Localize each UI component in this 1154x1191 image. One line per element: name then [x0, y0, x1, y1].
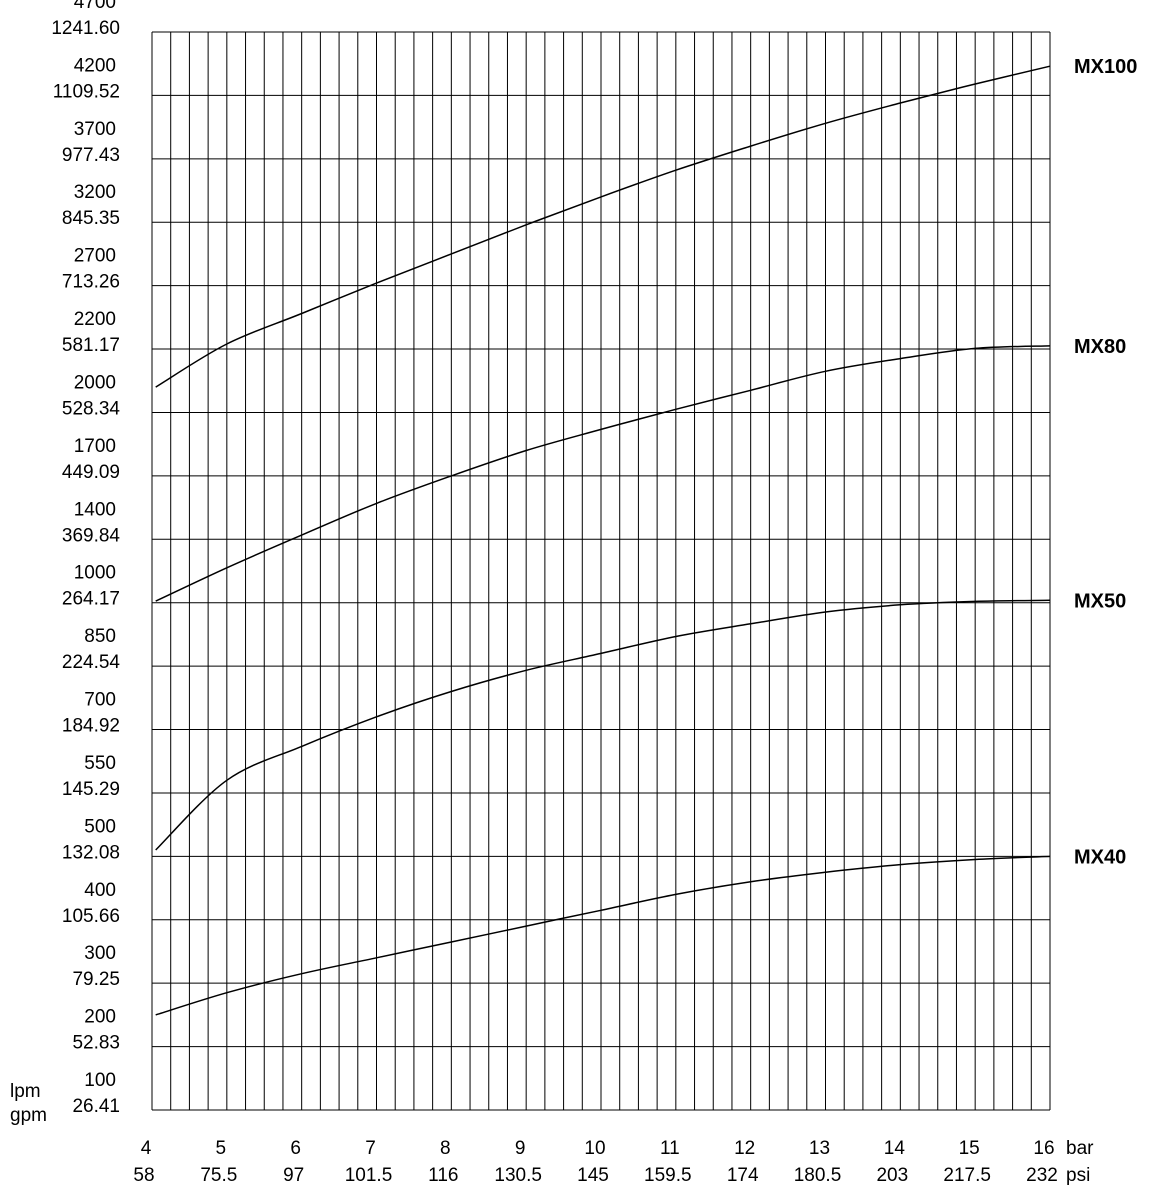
series-label-mx50: MX50	[1074, 590, 1126, 612]
y-tick-label-gpm: 145.29	[62, 779, 120, 800]
x-tick-label-bar: 16	[1033, 1138, 1054, 1159]
curves	[155, 65, 1051, 1016]
x-unit-secondary: psi	[1066, 1165, 1090, 1186]
y-tick-label-lpm: 850	[84, 626, 116, 647]
y-tick-label-lpm: 1000	[74, 563, 116, 584]
x-tick-label-psi: 174	[727, 1165, 759, 1186]
y-unit-secondary: gpm	[10, 1105, 47, 1126]
series-line-mx80	[155, 345, 1051, 602]
y-tick-label-lpm: 550	[84, 753, 116, 774]
x-unit-primary: bar	[1066, 1138, 1094, 1159]
y-tick-label-lpm: 2700	[74, 246, 116, 267]
series-line-mx50	[155, 599, 1051, 851]
y-tick-label-lpm: 3200	[74, 182, 116, 203]
x-tick-label-psi: 101.5	[345, 1165, 393, 1186]
y-tick-label-lpm: 2200	[74, 309, 116, 330]
y-tick-label-gpm: 713.26	[62, 272, 120, 293]
y-tick-label-lpm: 1700	[74, 436, 116, 457]
x-tick-label-bar: 13	[809, 1138, 830, 1159]
y-tick-label-gpm: 1109.52	[53, 81, 120, 102]
x-tick-label-bar: 5	[216, 1138, 227, 1159]
series-line-mx40	[155, 855, 1051, 1016]
y-tick-label-gpm: 369.84	[62, 525, 121, 546]
y-tick-label-gpm: 105.66	[62, 906, 120, 927]
x-tick-label-bar: 14	[884, 1138, 906, 1159]
y-tick-label-lpm: 2000	[74, 372, 116, 393]
x-tick-label-psi: 75.5	[200, 1165, 237, 1186]
x-tick-label-bar: 7	[365, 1138, 376, 1159]
x-tick-label-psi: 116	[428, 1165, 458, 1186]
x-tick-label-psi: 145	[577, 1165, 609, 1186]
y-tick-label-gpm: 845.35	[62, 208, 120, 229]
x-tick-label-bar: 10	[584, 1138, 605, 1159]
y-unit-primary: lpm	[10, 1081, 41, 1102]
x-tick-label-psi: 130.5	[494, 1165, 542, 1186]
y-tick-label-lpm: 400	[84, 880, 116, 901]
y-tick-label-gpm: 977.43	[62, 145, 120, 166]
y-tick-label-lpm: 4200	[74, 55, 116, 76]
y-tick-label-lpm: 3700	[74, 119, 116, 140]
y-tick-label-lpm: 300	[84, 943, 116, 964]
series-labels: MX100 MX80 MX50 MX40	[1074, 56, 1137, 868]
y-tick-label-gpm: 1241.60	[51, 18, 120, 39]
y-tick-label-lpm: 1400	[74, 499, 116, 520]
series-label-mx40: MX40	[1074, 846, 1126, 868]
x-tick-label-bar: 9	[515, 1138, 526, 1159]
y-tick-label-gpm: 26.41	[72, 1096, 120, 1117]
y-tick-label-gpm: 224.54	[62, 652, 121, 673]
x-tick-label-bar: 6	[290, 1138, 301, 1159]
series-line-mx100	[155, 65, 1051, 388]
x-tick-label-psi: 217.5	[943, 1165, 991, 1186]
y-tick-label-lpm: 200	[84, 1007, 116, 1028]
y-tick-label-gpm: 184.92	[62, 716, 120, 737]
x-tick-label-bar: 8	[440, 1138, 451, 1159]
y-tick-label-lpm: 500	[84, 816, 116, 837]
y-tick-label-gpm: 581.17	[62, 335, 120, 356]
x-tick-labels: 4 58 5 75.5 6 97 7 101.5 8 116 9 130.5 10 145 11 159.5 1…	[133, 1138, 1057, 1186]
y-tick-label-lpm: 100	[84, 1070, 116, 1091]
x-tick-label-psi: 232	[1026, 1165, 1058, 1186]
y-tick-label-gpm: 449.09	[62, 462, 120, 483]
x-tick-label-psi: 58	[133, 1165, 154, 1186]
y-tick-label-gpm: 264.17	[62, 589, 120, 610]
y-tick-label-gpm: 79.25	[72, 969, 120, 990]
x-tick-label-psi: 203	[876, 1165, 908, 1186]
y-tick-label-gpm: 52.83	[72, 1033, 120, 1054]
x-tick-label-bar: 15	[959, 1138, 980, 1159]
x-tick-label-psi: 97	[283, 1165, 304, 1186]
y-tick-labels: 100 26.41 200 52.83 300 79.25 400 105.66 500 132.…	[51, 0, 120, 1117]
grid	[151, 31, 1051, 1111]
x-tick-label-bar: 12	[734, 1138, 755, 1159]
x-tick-label-bar: 11	[660, 1138, 680, 1159]
series-label-mx80: MX80	[1074, 336, 1126, 358]
x-tick-label-bar: 4	[141, 1138, 152, 1159]
y-tick-label-lpm: 700	[84, 690, 116, 711]
y-tick-label-gpm: 132.08	[62, 842, 120, 863]
series-label-mx100: MX100	[1074, 56, 1137, 78]
y-tick-label-lpm: 4700	[74, 0, 116, 13]
x-tick-label-psi: 159.5	[644, 1165, 692, 1186]
unit-labels: lpm gpm bar psi	[10, 1081, 1094, 1186]
x-tick-label-psi: 180.5	[794, 1165, 842, 1186]
y-tick-label-gpm: 528.34	[62, 398, 121, 419]
